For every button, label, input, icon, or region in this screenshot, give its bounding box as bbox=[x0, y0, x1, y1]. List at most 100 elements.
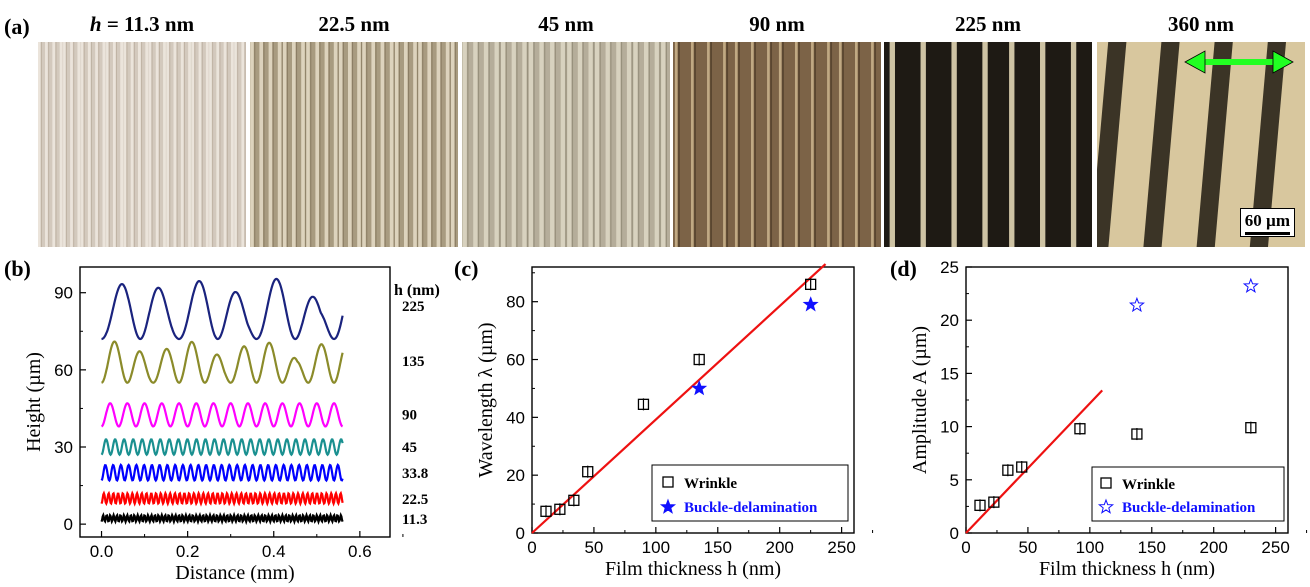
wrinkle-stripe bbox=[1070, 42, 1077, 247]
image-title-text: 22.5 nm bbox=[318, 12, 390, 36]
chart-c-wavelength: 0 50 100 150 200 250 0 20 40 60 80 Film thickness h… bbox=[475, 263, 874, 580]
wrinkle-stripe bbox=[180, 42, 184, 247]
micrograph-texture bbox=[884, 42, 1092, 247]
wrinkle-stripe bbox=[751, 42, 754, 247]
star-marker bbox=[659, 498, 677, 514]
wrinkle-stripe bbox=[418, 42, 422, 247]
wrinkle-shadow bbox=[226, 42, 228, 247]
wrinkle-marker bbox=[554, 503, 566, 515]
fit-line bbox=[531, 263, 827, 534]
wrinkle-shadow bbox=[449, 42, 451, 247]
wrinkle-stripe bbox=[445, 42, 450, 247]
profile-label: 22.5 bbox=[402, 492, 428, 508]
wrinkle-stripe bbox=[633, 42, 638, 247]
wrinkle-stripe bbox=[767, 42, 770, 247]
wrinkle-stripe bbox=[889, 42, 895, 247]
star-marker bbox=[1242, 277, 1259, 293]
wrinkle-stripe bbox=[654, 42, 659, 247]
y-tick-label: 5 bbox=[950, 471, 959, 490]
wrinkle-stripe bbox=[77, 42, 81, 247]
wrinkle-shadow bbox=[159, 42, 160, 247]
wrinkle-stripe bbox=[1040, 42, 1046, 247]
wrinkle-shadow bbox=[754, 42, 756, 247]
micrograph-background bbox=[884, 42, 1092, 247]
wrinkle-shadow bbox=[133, 42, 135, 247]
wrinkle-shadow bbox=[631, 42, 633, 247]
wrinkle-shadow bbox=[151, 42, 153, 247]
wrinkle-shadow bbox=[554, 42, 556, 247]
wrinkle-shadow bbox=[488, 42, 490, 247]
x-tick-label: 0.4 bbox=[262, 542, 286, 561]
wrinkle-shadow bbox=[431, 42, 433, 247]
x-tick-label: 150 bbox=[1138, 538, 1166, 557]
wrinkle-stripe bbox=[324, 42, 329, 247]
x-tick-label: 150 bbox=[704, 538, 732, 557]
wrinkle-stripe bbox=[594, 42, 600, 247]
wrinkle-shadow bbox=[440, 42, 442, 247]
wrinkle-stripe bbox=[605, 42, 610, 247]
profile-label: 135 bbox=[402, 354, 425, 370]
scale-bar-label: 60 µm bbox=[1244, 211, 1290, 230]
wrinkle-shadow bbox=[782, 42, 784, 247]
wrinkle-stripe bbox=[567, 42, 572, 247]
wrinkle-stripe bbox=[59, 42, 63, 247]
wrinkle-stripe bbox=[112, 42, 116, 247]
wrinkle-marker bbox=[1131, 428, 1143, 440]
wrinkle-stripe bbox=[166, 42, 169, 247]
legend-box bbox=[651, 464, 849, 522]
wrinkle-stripe bbox=[616, 42, 621, 247]
wrinkle-shadow bbox=[328, 42, 330, 247]
wrinkle-stripe bbox=[205, 42, 209, 247]
wrinkle-shadow bbox=[571, 42, 574, 247]
wrinkle-shadow bbox=[141, 42, 143, 247]
wrinkle-shadow bbox=[98, 42, 100, 247]
wrinkle-shadow bbox=[678, 42, 680, 247]
y-tick-label: 80 bbox=[506, 293, 525, 312]
wrinkle-shadow bbox=[254, 42, 256, 247]
wrinkle-shadow bbox=[272, 42, 274, 247]
wrinkle-stripe bbox=[123, 42, 127, 247]
wrinkle-shadow bbox=[384, 42, 386, 247]
wrinkle-stripe bbox=[389, 42, 394, 247]
x-tick-label: 250 bbox=[827, 538, 855, 557]
y-tick-label: 20 bbox=[506, 466, 525, 485]
wrinkle-stripe bbox=[87, 42, 91, 247]
wrinkle-stripe bbox=[494, 42, 499, 247]
micrograph-texture bbox=[38, 42, 246, 247]
wrinkle-stripe bbox=[230, 42, 234, 247]
profile-label: 11.3 bbox=[402, 512, 427, 528]
wrinkle-stripe bbox=[550, 42, 555, 247]
wrinkle-stripe bbox=[105, 42, 109, 247]
micrograph-background bbox=[673, 42, 881, 247]
micrograph-5 bbox=[884, 42, 1092, 247]
wrinkle-stripe bbox=[723, 42, 726, 247]
y-tick-label: 25 bbox=[940, 258, 959, 277]
wrinkle-stripe bbox=[173, 42, 177, 247]
y-tick-label: 60 bbox=[54, 361, 73, 380]
wrinkle-shadow bbox=[842, 42, 844, 247]
micrograph-texture bbox=[673, 42, 881, 247]
y-tick-label: 20 bbox=[940, 311, 959, 330]
wrinkle-shadow bbox=[417, 42, 419, 247]
wrinkle-shadow bbox=[219, 42, 221, 247]
wrinkle-stripe bbox=[1249, 42, 1286, 247]
image-title-text: 360 nm bbox=[1168, 12, 1234, 36]
wrinkle-stripe bbox=[52, 42, 56, 247]
x-tick-label: 250 bbox=[1261, 538, 1289, 557]
micrograph-1 bbox=[38, 42, 246, 247]
wrinkle-stripe bbox=[1143, 42, 1180, 247]
wrinkle-stripe bbox=[348, 42, 352, 247]
wrinkle-shadow bbox=[286, 42, 288, 247]
wrinkle-marker bbox=[540, 505, 552, 517]
wrinkle-shadow bbox=[408, 42, 410, 247]
wrinkle-shadow bbox=[281, 42, 283, 247]
y-tick-label: 30 bbox=[54, 438, 73, 457]
wrinkle-shadow bbox=[499, 42, 501, 247]
wrinkle-marker bbox=[1002, 464, 1014, 476]
wrinkle-stripe bbox=[1196, 42, 1233, 247]
wrinkle-stripe bbox=[380, 42, 385, 247]
wrinkle-shadow bbox=[296, 42, 298, 247]
wrinkle-stripe bbox=[674, 42, 678, 247]
strain-arrow-right-head bbox=[1272, 50, 1294, 74]
wrinkle-stripe bbox=[277, 42, 282, 247]
